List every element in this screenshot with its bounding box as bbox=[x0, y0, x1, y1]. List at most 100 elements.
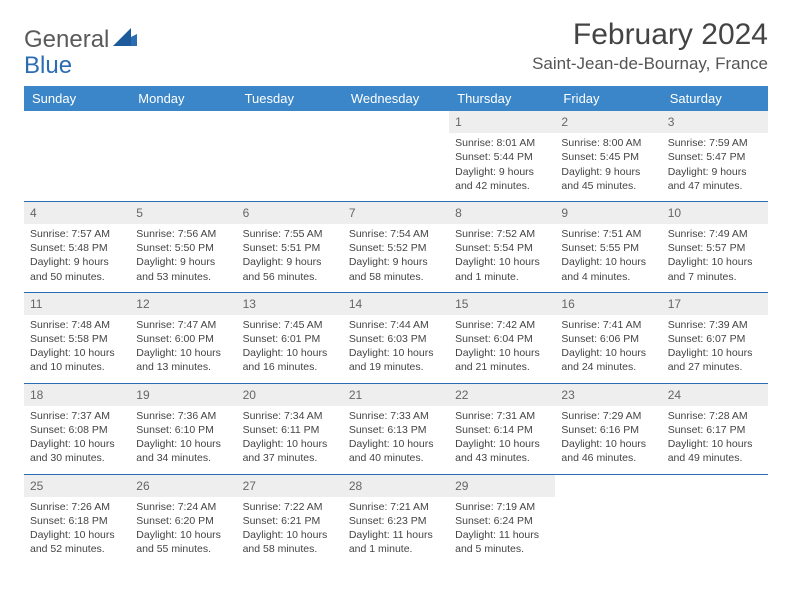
day-details: Sunrise: 7:31 AMSunset: 6:14 PMDaylight:… bbox=[449, 406, 555, 474]
calendar-cell bbox=[237, 111, 343, 201]
day-number: 23 bbox=[555, 384, 661, 406]
calendar-cell bbox=[343, 111, 449, 201]
calendar-cell: 6Sunrise: 7:55 AMSunset: 5:51 PMDaylight… bbox=[237, 201, 343, 292]
calendar-cell: 28Sunrise: 7:21 AMSunset: 6:23 PMDayligh… bbox=[343, 474, 449, 564]
day-number: 21 bbox=[343, 384, 449, 406]
day-number: 19 bbox=[130, 384, 236, 406]
day-details: Sunrise: 7:57 AMSunset: 5:48 PMDaylight:… bbox=[24, 224, 130, 292]
day-details: Sunrise: 7:22 AMSunset: 6:21 PMDaylight:… bbox=[237, 497, 343, 565]
calendar-cell: 8Sunrise: 7:52 AMSunset: 5:54 PMDaylight… bbox=[449, 201, 555, 292]
day-number: 24 bbox=[662, 384, 768, 406]
calendar-cell: 26Sunrise: 7:24 AMSunset: 6:20 PMDayligh… bbox=[130, 474, 236, 564]
calendar-cell bbox=[662, 474, 768, 564]
day-number: 2 bbox=[555, 111, 661, 133]
day-details: Sunrise: 7:49 AMSunset: 5:57 PMDaylight:… bbox=[662, 224, 768, 292]
day-details: Sunrise: 7:29 AMSunset: 6:16 PMDaylight:… bbox=[555, 406, 661, 474]
calendar-cell: 11Sunrise: 7:48 AMSunset: 5:58 PMDayligh… bbox=[24, 292, 130, 383]
day-number: 6 bbox=[237, 202, 343, 224]
day-details: Sunrise: 8:00 AMSunset: 5:45 PMDaylight:… bbox=[555, 133, 661, 201]
weekday-header: Sunday bbox=[24, 86, 130, 111]
weekday-header: Monday bbox=[130, 86, 236, 111]
calendar-body: 1Sunrise: 8:01 AMSunset: 5:44 PMDaylight… bbox=[24, 111, 768, 564]
day-details: Sunrise: 7:26 AMSunset: 6:18 PMDaylight:… bbox=[24, 497, 130, 565]
day-details: Sunrise: 7:28 AMSunset: 6:17 PMDaylight:… bbox=[662, 406, 768, 474]
day-details: Sunrise: 7:33 AMSunset: 6:13 PMDaylight:… bbox=[343, 406, 449, 474]
day-details: Sunrise: 7:47 AMSunset: 6:00 PMDaylight:… bbox=[130, 315, 236, 383]
day-details: Sunrise: 7:34 AMSunset: 6:11 PMDaylight:… bbox=[237, 406, 343, 474]
day-number: 8 bbox=[449, 202, 555, 224]
day-details: Sunrise: 7:55 AMSunset: 5:51 PMDaylight:… bbox=[237, 224, 343, 292]
day-details: Sunrise: 7:36 AMSunset: 6:10 PMDaylight:… bbox=[130, 406, 236, 474]
calendar-row: 11Sunrise: 7:48 AMSunset: 5:58 PMDayligh… bbox=[24, 292, 768, 383]
weekday-header: Saturday bbox=[662, 86, 768, 111]
calendar-cell: 7Sunrise: 7:54 AMSunset: 5:52 PMDaylight… bbox=[343, 201, 449, 292]
day-number: 4 bbox=[24, 202, 130, 224]
day-details: Sunrise: 7:19 AMSunset: 6:24 PMDaylight:… bbox=[449, 497, 555, 565]
weekday-header: Wednesday bbox=[343, 86, 449, 111]
day-details: Sunrise: 7:59 AMSunset: 5:47 PMDaylight:… bbox=[662, 133, 768, 201]
calendar-cell: 4Sunrise: 7:57 AMSunset: 5:48 PMDaylight… bbox=[24, 201, 130, 292]
calendar-cell: 1Sunrise: 8:01 AMSunset: 5:44 PMDaylight… bbox=[449, 111, 555, 201]
calendar-row: 25Sunrise: 7:26 AMSunset: 6:18 PMDayligh… bbox=[24, 474, 768, 564]
day-details: Sunrise: 7:54 AMSunset: 5:52 PMDaylight:… bbox=[343, 224, 449, 292]
day-number: 28 bbox=[343, 475, 449, 497]
calendar-cell: 5Sunrise: 7:56 AMSunset: 5:50 PMDaylight… bbox=[130, 201, 236, 292]
day-number: 14 bbox=[343, 293, 449, 315]
calendar-cell: 24Sunrise: 7:28 AMSunset: 6:17 PMDayligh… bbox=[662, 383, 768, 474]
calendar-cell bbox=[130, 111, 236, 201]
brand-part2: Blue bbox=[24, 52, 72, 79]
calendar-cell: 19Sunrise: 7:36 AMSunset: 6:10 PMDayligh… bbox=[130, 383, 236, 474]
day-number: 9 bbox=[555, 202, 661, 224]
day-details: Sunrise: 7:52 AMSunset: 5:54 PMDaylight:… bbox=[449, 224, 555, 292]
day-number: 17 bbox=[662, 293, 768, 315]
calendar-cell: 21Sunrise: 7:33 AMSunset: 6:13 PMDayligh… bbox=[343, 383, 449, 474]
calendar-cell: 3Sunrise: 7:59 AMSunset: 5:47 PMDaylight… bbox=[662, 111, 768, 201]
day-number: 29 bbox=[449, 475, 555, 497]
calendar-cell: 29Sunrise: 7:19 AMSunset: 6:24 PMDayligh… bbox=[449, 474, 555, 564]
day-number: 22 bbox=[449, 384, 555, 406]
day-number: 10 bbox=[662, 202, 768, 224]
calendar-cell bbox=[555, 474, 661, 564]
calendar-cell: 22Sunrise: 7:31 AMSunset: 6:14 PMDayligh… bbox=[449, 383, 555, 474]
day-number: 1 bbox=[449, 111, 555, 133]
day-number: 27 bbox=[237, 475, 343, 497]
calendar-row: 4Sunrise: 7:57 AMSunset: 5:48 PMDaylight… bbox=[24, 201, 768, 292]
day-number: 16 bbox=[555, 293, 661, 315]
day-number: 3 bbox=[662, 111, 768, 133]
calendar-cell: 14Sunrise: 7:44 AMSunset: 6:03 PMDayligh… bbox=[343, 292, 449, 383]
day-details: Sunrise: 7:41 AMSunset: 6:06 PMDaylight:… bbox=[555, 315, 661, 383]
day-number: 7 bbox=[343, 202, 449, 224]
calendar-cell: 9Sunrise: 7:51 AMSunset: 5:55 PMDaylight… bbox=[555, 201, 661, 292]
calendar-head: SundayMondayTuesdayWednesdayThursdayFrid… bbox=[24, 86, 768, 111]
day-details: Sunrise: 7:48 AMSunset: 5:58 PMDaylight:… bbox=[24, 315, 130, 383]
calendar-cell: 23Sunrise: 7:29 AMSunset: 6:16 PMDayligh… bbox=[555, 383, 661, 474]
brand-part2-wrap: Blue bbox=[24, 52, 72, 80]
day-details: Sunrise: 7:39 AMSunset: 6:07 PMDaylight:… bbox=[662, 315, 768, 383]
day-number: 25 bbox=[24, 475, 130, 497]
title-block: February 2024 Saint-Jean-de-Bournay, Fra… bbox=[532, 18, 768, 74]
header: General February 2024 Saint-Jean-de-Bour… bbox=[24, 18, 768, 74]
day-details: Sunrise: 7:42 AMSunset: 6:04 PMDaylight:… bbox=[449, 315, 555, 383]
calendar-cell: 20Sunrise: 7:34 AMSunset: 6:11 PMDayligh… bbox=[237, 383, 343, 474]
day-number: 11 bbox=[24, 293, 130, 315]
calendar-cell: 18Sunrise: 7:37 AMSunset: 6:08 PMDayligh… bbox=[24, 383, 130, 474]
day-details: Sunrise: 7:56 AMSunset: 5:50 PMDaylight:… bbox=[130, 224, 236, 292]
page-title: February 2024 bbox=[532, 18, 768, 52]
calendar-row: 1Sunrise: 8:01 AMSunset: 5:44 PMDaylight… bbox=[24, 111, 768, 201]
calendar-cell: 17Sunrise: 7:39 AMSunset: 6:07 PMDayligh… bbox=[662, 292, 768, 383]
calendar-cell: 27Sunrise: 7:22 AMSunset: 6:21 PMDayligh… bbox=[237, 474, 343, 564]
day-number: 26 bbox=[130, 475, 236, 497]
day-number: 12 bbox=[130, 293, 236, 315]
flag-icon bbox=[113, 28, 139, 53]
weekday-header: Tuesday bbox=[237, 86, 343, 111]
day-details: Sunrise: 7:24 AMSunset: 6:20 PMDaylight:… bbox=[130, 497, 236, 565]
calendar-cell: 25Sunrise: 7:26 AMSunset: 6:18 PMDayligh… bbox=[24, 474, 130, 564]
day-number: 20 bbox=[237, 384, 343, 406]
brand-part1: General bbox=[24, 26, 109, 54]
day-details: Sunrise: 7:45 AMSunset: 6:01 PMDaylight:… bbox=[237, 315, 343, 383]
weekday-header: Thursday bbox=[449, 86, 555, 111]
day-details: Sunrise: 7:44 AMSunset: 6:03 PMDaylight:… bbox=[343, 315, 449, 383]
calendar-cell bbox=[24, 111, 130, 201]
calendar-table: SundayMondayTuesdayWednesdayThursdayFrid… bbox=[24, 86, 768, 564]
calendar-cell: 12Sunrise: 7:47 AMSunset: 6:00 PMDayligh… bbox=[130, 292, 236, 383]
